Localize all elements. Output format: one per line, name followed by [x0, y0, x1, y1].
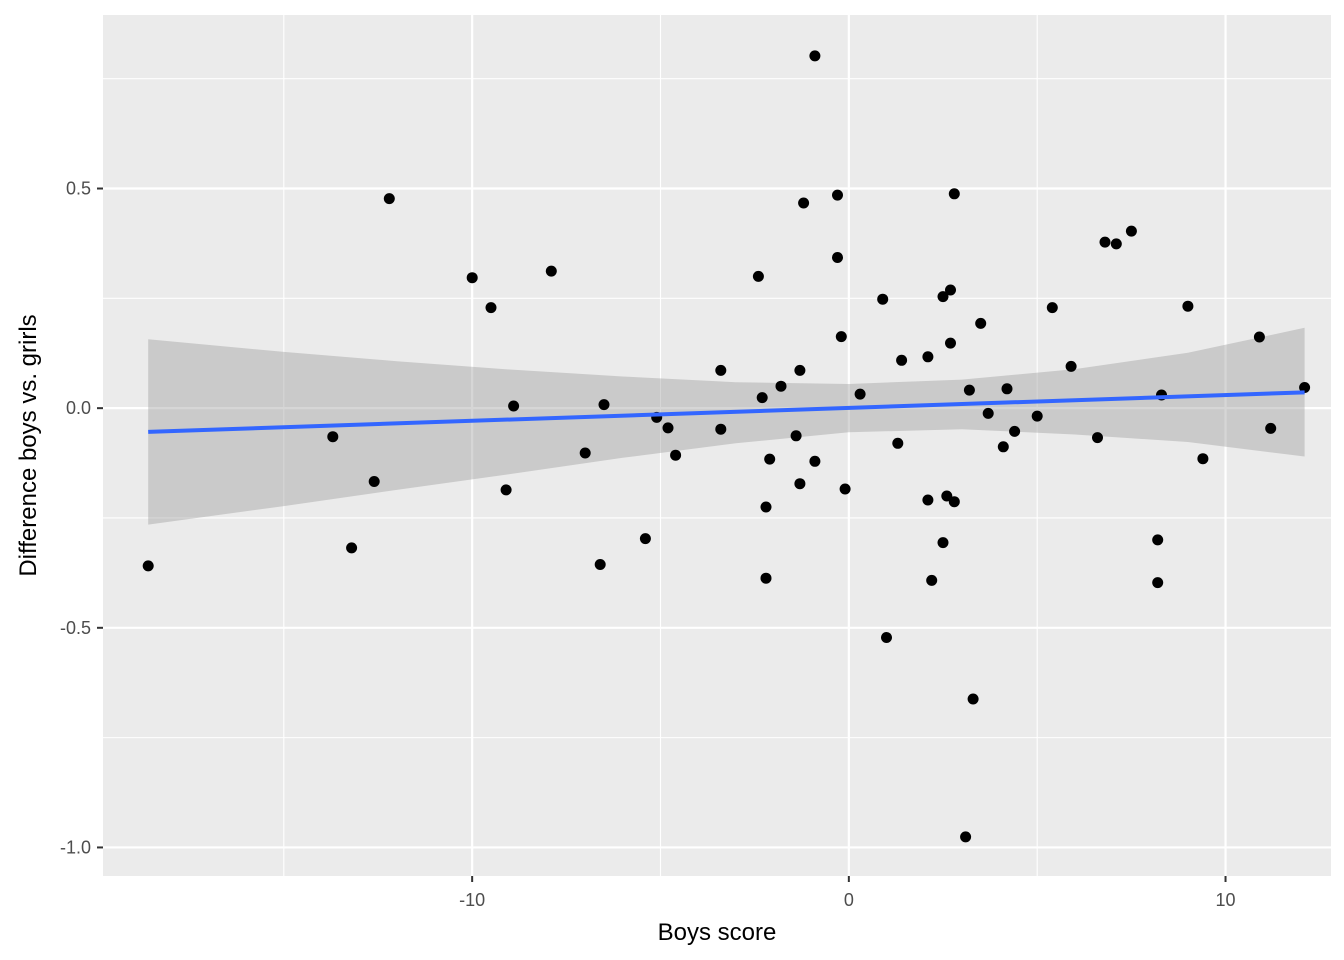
- data-point: [948, 188, 960, 200]
- data-point: [835, 331, 847, 343]
- data-point: [892, 437, 904, 449]
- data-point: [1031, 410, 1043, 422]
- data-point: [764, 453, 776, 465]
- data-point: [756, 392, 768, 404]
- data-point: [639, 533, 651, 545]
- y-axis-ticks: 0.5 0.0 -0.5 -1.0: [60, 179, 103, 857]
- y-tick-label: -1.0: [60, 837, 91, 857]
- data-point: [960, 831, 972, 843]
- trend-line: [148, 390, 1305, 434]
- data-point: [1065, 360, 1077, 372]
- data-point: [997, 441, 1009, 453]
- data-point: [963, 384, 975, 396]
- data-point: [1253, 331, 1265, 343]
- data-point: [881, 632, 892, 643]
- x-tick-label: 10: [1216, 890, 1236, 910]
- confidence-band-layer: [148, 327, 1305, 525]
- data-point: [1125, 225, 1137, 237]
- major-gridlines: [103, 15, 1331, 876]
- y-tick-label: 0.5: [66, 179, 91, 199]
- data-point: [832, 252, 843, 263]
- data-point: [760, 572, 772, 584]
- data-point: [877, 293, 889, 305]
- data-point: [1001, 383, 1013, 395]
- data-point: [982, 407, 994, 419]
- data-point: [775, 380, 787, 392]
- data-point: [1197, 453, 1209, 465]
- confidence-band: [148, 327, 1305, 525]
- data-point: [1092, 432, 1103, 444]
- data-point: [1110, 238, 1122, 250]
- data-point: [937, 537, 949, 549]
- data-point: [346, 542, 358, 554]
- data-point: [670, 449, 682, 461]
- data-point: [598, 399, 610, 411]
- data-point: [500, 484, 512, 496]
- data-point: [854, 388, 866, 400]
- data-point: [1152, 534, 1164, 546]
- trend-line-layer: [148, 390, 1305, 434]
- data-point: [967, 693, 979, 705]
- data-point: [715, 364, 727, 376]
- y-tick-label: 0.0: [66, 398, 91, 418]
- data-point: [948, 496, 960, 508]
- x-axis-ticks: -10 0 10: [459, 876, 1236, 910]
- data-point: [1182, 300, 1194, 312]
- data-point: [926, 574, 938, 586]
- data-points: [142, 50, 1311, 843]
- data-point: [941, 490, 953, 502]
- data-point: [1046, 302, 1058, 314]
- data-point: [896, 354, 908, 366]
- data-point: [715, 423, 727, 435]
- data-point: [945, 337, 956, 349]
- data-point: [662, 422, 674, 434]
- data-point: [1099, 236, 1111, 248]
- data-point: [368, 476, 380, 487]
- data-point: [945, 284, 956, 296]
- data-point: [809, 455, 821, 467]
- data-point: [790, 430, 802, 442]
- data-point: [1265, 422, 1277, 434]
- data-point: [922, 494, 934, 506]
- data-point: [922, 351, 934, 363]
- x-tick-label: 0: [844, 890, 854, 910]
- data-point: [594, 559, 606, 570]
- y-tick-label: -0.5: [60, 618, 91, 638]
- data-point: [142, 560, 154, 572]
- data-point: [760, 501, 772, 513]
- data-point: [545, 265, 557, 277]
- minor-gridlines: [103, 15, 1331, 876]
- data-point: [752, 270, 764, 282]
- data-point: [327, 431, 339, 443]
- data-point: [809, 50, 821, 62]
- data-point: [383, 193, 395, 205]
- data-point: [485, 302, 497, 314]
- data-point: [832, 189, 843, 201]
- data-point: [466, 272, 478, 284]
- data-point: [1299, 382, 1311, 393]
- y-axis-title: Difference boys vs. grirls: [15, 314, 42, 576]
- data-point: [937, 291, 949, 303]
- data-point: [508, 400, 520, 412]
- data-point: [579, 447, 591, 459]
- data-point: [1009, 425, 1021, 437]
- data-point: [794, 478, 806, 490]
- data-point: [798, 197, 810, 209]
- plot-panel: [103, 15, 1331, 876]
- data-point: [975, 317, 987, 329]
- data-point: [794, 364, 806, 376]
- data-point: [1152, 577, 1164, 589]
- x-axis-title: Boys score: [658, 919, 777, 946]
- x-tick-label: -10: [459, 890, 485, 910]
- data-point: [839, 483, 851, 495]
